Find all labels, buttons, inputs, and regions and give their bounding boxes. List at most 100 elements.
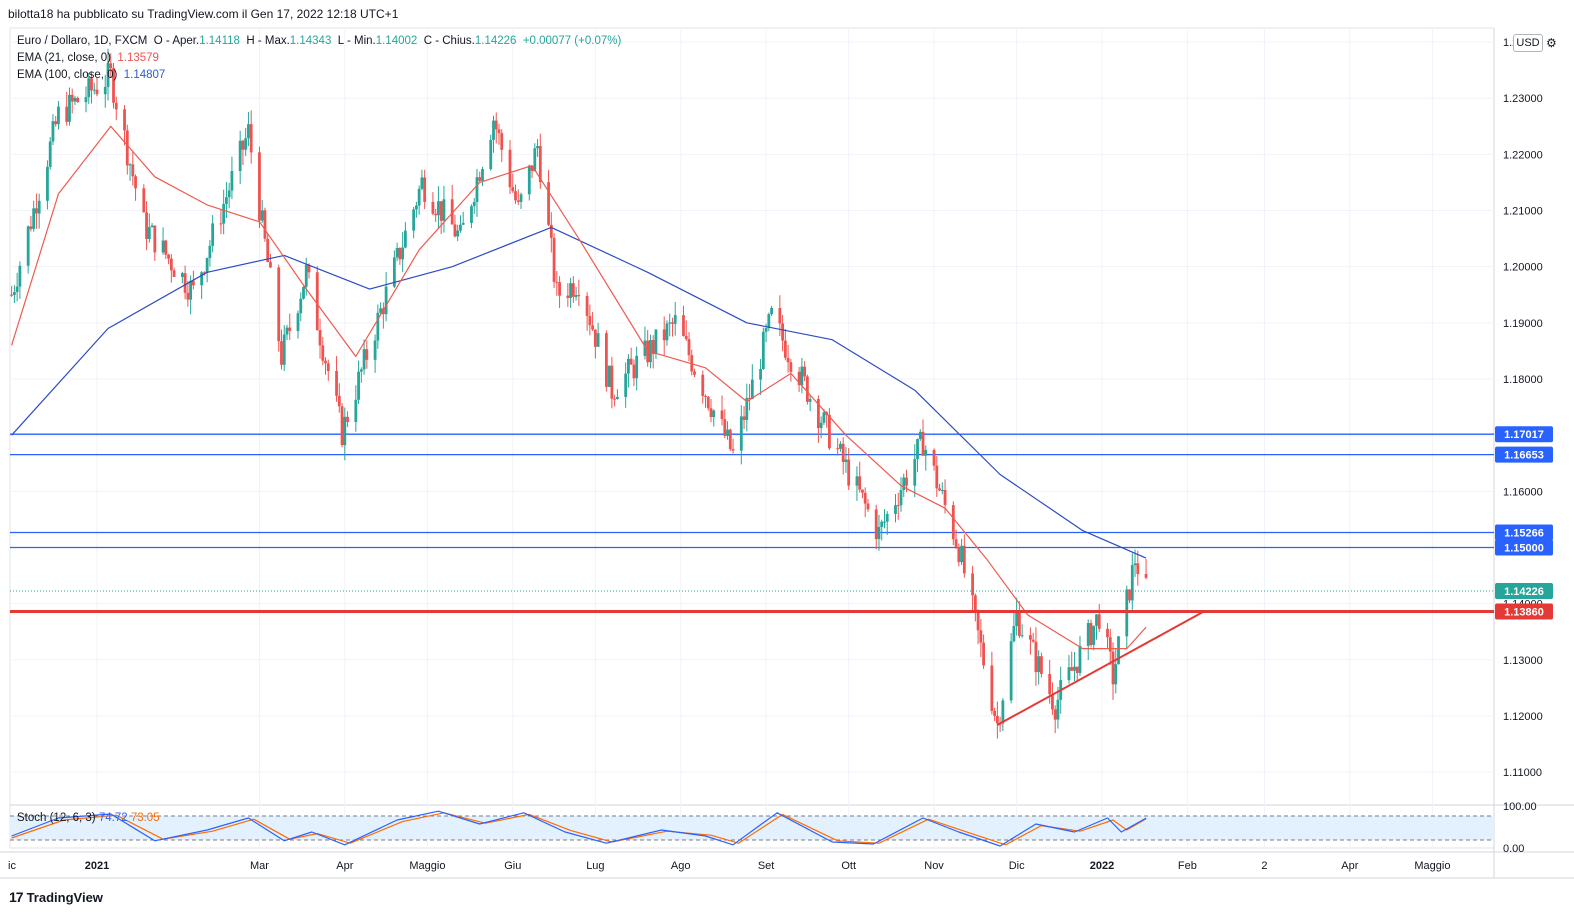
candle-body xyxy=(398,248,402,260)
ema100-legend[interactable]: EMA (100, close, 0) 1.14807 xyxy=(17,69,165,81)
candle-body xyxy=(938,488,941,491)
candle-body xyxy=(109,63,113,69)
level-price-badge: 1.16653 xyxy=(1504,450,1544,462)
candle-body xyxy=(973,595,977,611)
symbol-name: Euro / Dollaro, 1D, FXCM xyxy=(17,35,148,47)
candle-body xyxy=(971,573,974,596)
candle-body xyxy=(114,102,118,110)
candle-body xyxy=(384,286,388,315)
low-label: L - Min. xyxy=(337,35,376,47)
candle-body xyxy=(147,227,151,239)
candle-body xyxy=(186,292,190,300)
candle-body xyxy=(665,323,669,341)
time-tick-label: Feb xyxy=(1178,860,1197,872)
candle-body xyxy=(238,140,242,172)
candle-body xyxy=(296,313,300,332)
candle-body xyxy=(913,459,917,486)
candle-body xyxy=(335,371,338,396)
candle-body xyxy=(896,505,900,507)
settings-icon[interactable]: ⚙ xyxy=(1546,36,1557,50)
candle-body xyxy=(131,164,135,177)
last-price-badge-bg xyxy=(1495,582,1553,599)
candle-body xyxy=(29,226,33,229)
candle-body xyxy=(202,272,206,274)
ema21-line xyxy=(11,125,1147,650)
candle-body xyxy=(1070,667,1074,671)
candle-body xyxy=(161,240,165,253)
candle-body xyxy=(453,224,457,237)
candle-body xyxy=(244,138,248,150)
candle-body xyxy=(918,431,922,440)
high-label: H - Max. xyxy=(246,35,290,47)
candle-body xyxy=(125,130,129,166)
candle-body xyxy=(230,171,234,191)
candle-body xyxy=(990,665,994,711)
candle-body xyxy=(134,176,137,189)
tradingview-brand[interactable]: 17 TradingView xyxy=(9,889,103,905)
candle-body xyxy=(993,710,997,716)
candle-body xyxy=(1136,563,1140,575)
time-tick-label: Apr xyxy=(336,860,353,872)
candle-body xyxy=(219,223,223,225)
level-price-badge-bg xyxy=(1495,446,1553,463)
candle-body xyxy=(566,295,570,298)
candle-body xyxy=(277,267,281,342)
candle-body xyxy=(227,190,231,198)
price-tick-label: 1.13000 xyxy=(1503,655,1543,667)
candle-body xyxy=(1130,565,1134,601)
candle-body xyxy=(266,238,270,263)
candle-body xyxy=(1017,610,1021,636)
candle-body xyxy=(1037,656,1041,673)
candle-body xyxy=(412,209,416,231)
close-label: C - Chius. xyxy=(423,35,475,47)
candle-body xyxy=(354,399,358,423)
ema100-line xyxy=(11,226,1147,559)
candle-body xyxy=(241,140,245,150)
candle-body xyxy=(739,416,743,451)
candle-body xyxy=(392,257,396,287)
candle-body xyxy=(362,349,366,370)
candle-body xyxy=(180,273,184,277)
candle-body xyxy=(1106,628,1109,638)
ema21-legend[interactable]: EMA (21, close, 0) 1.13579 xyxy=(17,52,159,64)
candle-body xyxy=(861,489,864,493)
candle-body xyxy=(1073,666,1076,671)
candle-body xyxy=(225,197,228,204)
candle-body xyxy=(723,419,727,436)
candle-body xyxy=(673,315,677,324)
candle-body xyxy=(65,106,69,122)
candle-body xyxy=(211,223,215,246)
brand-name: TradingView xyxy=(26,889,103,905)
candle-body xyxy=(701,374,705,396)
time-tick-label: Maggio xyxy=(409,860,445,872)
candle-body xyxy=(519,194,523,202)
candle-body xyxy=(492,120,495,140)
candle-body xyxy=(604,333,608,387)
candle-body xyxy=(1067,667,1071,681)
candle-body xyxy=(693,371,696,375)
candle-body xyxy=(76,97,80,103)
price-tick-label: 1.22000 xyxy=(1503,149,1543,161)
candle-body xyxy=(995,715,999,724)
price-tick-label: 1.18000 xyxy=(1503,374,1543,386)
candle-body xyxy=(662,329,666,341)
candle-body xyxy=(51,121,55,142)
currency-button[interactable]: USD xyxy=(1513,34,1543,52)
time-tick-label: Ago xyxy=(671,860,691,872)
time-tick-label: 2021 xyxy=(85,860,109,872)
candle-body xyxy=(1053,709,1057,720)
candle-body xyxy=(613,398,617,400)
candle-body xyxy=(828,414,831,449)
candle-body xyxy=(924,449,928,456)
candle-body xyxy=(571,283,575,297)
candle-body xyxy=(574,295,578,297)
candle-body xyxy=(858,476,862,490)
stoch-label: Stoch (12, 6, 3) xyxy=(17,812,96,824)
open-value: 1.14118 xyxy=(199,35,240,47)
candle-body xyxy=(940,489,944,491)
stoch-legend[interactable]: Stoch (12, 6, 3) 74.72 73.05 xyxy=(17,812,160,824)
candle-body xyxy=(610,365,614,399)
candle-body xyxy=(87,78,91,98)
